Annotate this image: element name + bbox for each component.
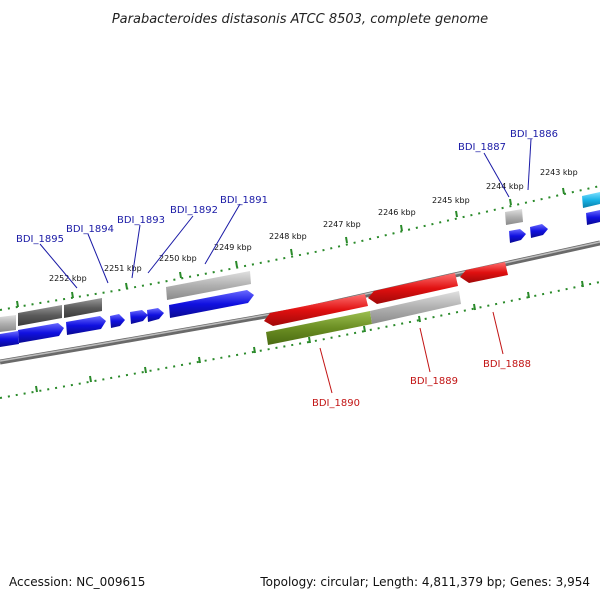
inner-major-ticks <box>35 280 584 393</box>
gene-feature[interactable] <box>130 310 148 324</box>
inner-scale-track <box>0 280 600 399</box>
gene-feature[interactable] <box>370 291 461 324</box>
gene-label[interactable]: BDI_1895 <box>16 234 64 245</box>
gene-label[interactable]: BDI_1892 <box>170 205 218 216</box>
gene-feature[interactable] <box>18 323 64 343</box>
gene-label[interactable]: BDI_1889 <box>410 376 458 387</box>
outer-major-ticks <box>16 187 565 308</box>
forward-strand-genes <box>0 192 600 347</box>
gene-feature[interactable] <box>166 271 251 300</box>
gene-feature[interactable] <box>0 315 16 332</box>
gene-feature[interactable] <box>460 262 508 283</box>
gene-label[interactable]: BDI_1890 <box>312 398 360 409</box>
scale-label: 2252 kbp <box>49 274 87 283</box>
tick-mark <box>125 282 128 290</box>
outer-scale-track <box>0 185 600 311</box>
scale-label: 2246 kbp <box>378 208 416 217</box>
gene-feature[interactable] <box>530 224 548 238</box>
tick-mark <box>562 187 565 195</box>
scale-label: 2250 kbp <box>159 254 197 263</box>
accession-text: Accession: NC_009615 <box>9 575 145 589</box>
tick-mark <box>308 336 311 344</box>
tick-mark <box>345 236 348 244</box>
gene-label[interactable]: BDI_1893 <box>117 215 165 226</box>
tick-mark <box>16 300 19 308</box>
outer-scale-dots <box>0 185 600 311</box>
gene-feature[interactable] <box>509 229 526 243</box>
tick-mark <box>253 346 256 354</box>
scale-labels: 2243 kbp 2244 kbp 2245 kbp 2246 kbp 2247… <box>49 168 578 283</box>
gene-feature[interactable] <box>266 311 372 345</box>
tick-mark <box>71 291 74 299</box>
gene-label[interactable]: BDI_1894 <box>66 224 114 235</box>
gene-label[interactable]: BDI_1886 <box>510 129 558 140</box>
gene-feature[interactable] <box>368 273 458 304</box>
scale-label: 2247 kbp <box>323 220 361 229</box>
inner-scale-dots <box>0 281 600 399</box>
topology-text: Topology: circular; Length: 4,811,379 bp… <box>259 575 590 589</box>
gene-feature[interactable] <box>505 209 523 225</box>
tick-mark <box>89 375 92 383</box>
scale-label: 2245 kbp <box>432 196 470 205</box>
tick-mark <box>35 385 38 393</box>
reverse-label-leaders <box>319 311 504 394</box>
tick-mark <box>455 210 458 218</box>
gene-feature[interactable] <box>147 308 164 322</box>
gene-feature[interactable] <box>582 192 600 208</box>
gene-feature[interactable] <box>18 305 62 326</box>
forward-gene-labels: BDI_1886 BDI_1887 BDI_1891 BDI_1892 BDI_… <box>16 129 558 245</box>
tick-mark <box>400 224 403 232</box>
gene-feature[interactable] <box>586 210 600 225</box>
tick-mark <box>198 356 201 364</box>
gene-feature[interactable] <box>0 331 19 347</box>
tick-mark <box>581 280 584 288</box>
reverse-gene-labels: BDI_1888 BDI_1889 BDI_1890 <box>312 359 531 409</box>
scale-label: 2244 kbp <box>486 182 524 191</box>
tick-mark <box>179 271 182 279</box>
gene-label[interactable]: BDI_1887 <box>458 142 506 153</box>
gene-label[interactable]: BDI_1888 <box>483 359 531 370</box>
tick-mark <box>290 248 293 256</box>
tick-mark <box>527 291 530 299</box>
gene-feature[interactable] <box>64 298 102 318</box>
scale-label: 2251 kbp <box>104 264 142 273</box>
gene-label[interactable]: BDI_1891 <box>220 195 268 206</box>
scale-label: 2249 kbp <box>214 243 252 252</box>
map-title: Parabacteroides distasonis ATCC 8503, co… <box>112 12 488 27</box>
tick-mark <box>363 325 366 333</box>
forward-label-leaders <box>39 138 532 289</box>
tick-mark <box>235 260 238 268</box>
tick-mark <box>509 198 512 206</box>
scale-label: 2248 kbp <box>269 232 307 241</box>
gene-feature[interactable] <box>110 314 125 328</box>
gene-feature[interactable] <box>264 294 368 326</box>
tick-mark <box>418 315 421 323</box>
scale-label: 2243 kbp <box>540 168 578 177</box>
tick-mark <box>144 366 147 374</box>
reverse-strand-genes <box>264 262 508 345</box>
gene-feature[interactable] <box>66 316 106 335</box>
tick-mark <box>473 303 476 311</box>
gene-feature[interactable] <box>169 290 254 318</box>
